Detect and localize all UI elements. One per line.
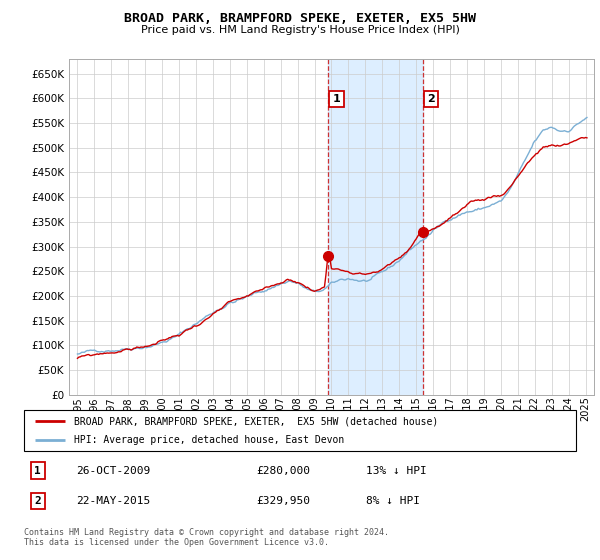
Text: £280,000: £280,000 bbox=[256, 466, 310, 476]
Text: HPI: Average price, detached house, East Devon: HPI: Average price, detached house, East… bbox=[74, 435, 344, 445]
Text: 22-MAY-2015: 22-MAY-2015 bbox=[76, 496, 151, 506]
FancyBboxPatch shape bbox=[24, 410, 576, 451]
Text: 1: 1 bbox=[332, 94, 340, 104]
Text: 8% ↓ HPI: 8% ↓ HPI bbox=[366, 496, 420, 506]
Text: 13% ↓ HPI: 13% ↓ HPI bbox=[366, 466, 427, 476]
Text: Contains HM Land Registry data © Crown copyright and database right 2024.
This d: Contains HM Land Registry data © Crown c… bbox=[24, 528, 389, 547]
Text: 26-OCT-2009: 26-OCT-2009 bbox=[76, 466, 151, 476]
Bar bbox=[328, 59, 422, 395]
Text: BROAD PARK, BRAMPFORD SPEKE, EXETER, EX5 5HW: BROAD PARK, BRAMPFORD SPEKE, EXETER, EX5… bbox=[124, 12, 476, 25]
Text: 2: 2 bbox=[34, 496, 41, 506]
Text: 1: 1 bbox=[34, 466, 41, 476]
Text: BROAD PARK, BRAMPFORD SPEKE, EXETER,  EX5 5HW (detached house): BROAD PARK, BRAMPFORD SPEKE, EXETER, EX5… bbox=[74, 417, 438, 426]
Text: 2: 2 bbox=[427, 94, 434, 104]
Text: £329,950: £329,950 bbox=[256, 496, 310, 506]
Text: Price paid vs. HM Land Registry's House Price Index (HPI): Price paid vs. HM Land Registry's House … bbox=[140, 25, 460, 35]
